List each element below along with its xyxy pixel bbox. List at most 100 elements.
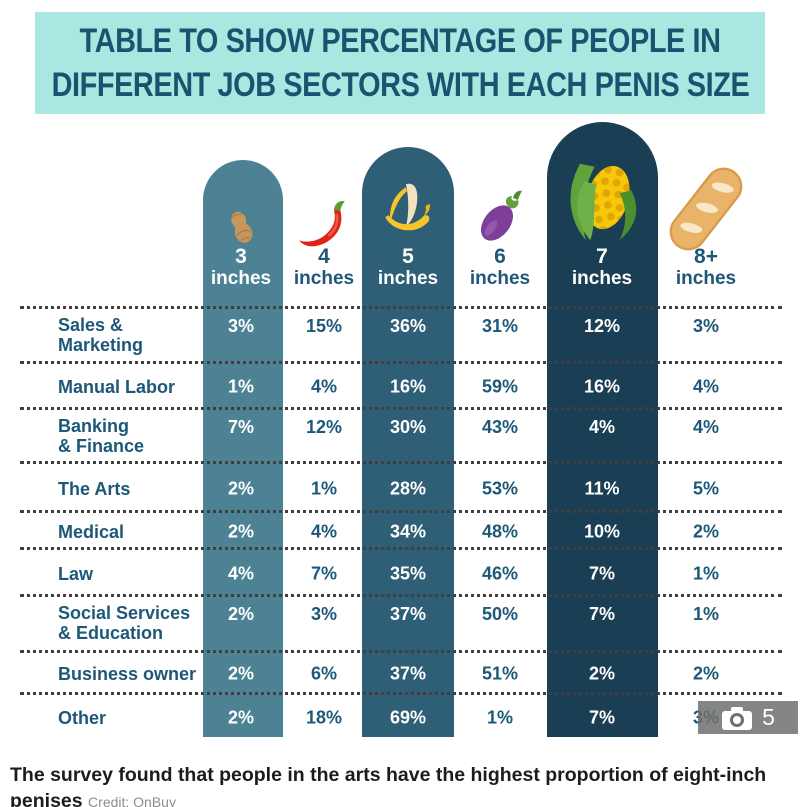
- row-label: Business owner: [58, 664, 197, 684]
- cell-value: 1%: [310, 478, 337, 498]
- cell-value: 18%: [305, 707, 343, 727]
- cell-value: 16%: [583, 376, 621, 397]
- cell-value: 3%: [227, 316, 254, 336]
- column-size: 8+: [694, 245, 718, 268]
- caption-text: The survey found that people in the arts…: [10, 763, 767, 807]
- cell-value: 2%: [692, 521, 719, 541]
- caption-credit: Credit: OnBuy: [88, 793, 176, 807]
- table-row-business-owner: Business owner 2% 6% 37% 51% 2% 2%: [20, 650, 782, 695]
- row-label: Manual Labor: [58, 377, 176, 397]
- cell-value: 36%: [389, 316, 427, 336]
- cell-value: 53%: [481, 478, 519, 498]
- column-unit: inches: [210, 268, 272, 289]
- peanut-icon: [220, 206, 262, 253]
- row-label: Sales & Marketing: [58, 315, 144, 355]
- column-band-5-inches: [362, 147, 454, 737]
- cell-value: 3%: [310, 604, 337, 624]
- cell-value: 2%: [588, 663, 615, 684]
- row-label: Social Services & Education: [58, 603, 191, 643]
- cell-value: 3%: [692, 316, 719, 336]
- column-size: 5: [402, 245, 414, 268]
- cell-value: 2%: [227, 663, 254, 684]
- cell-value: 10%: [583, 521, 621, 541]
- cell-value: 7%: [588, 563, 615, 583]
- cell-value: 34%: [389, 521, 427, 541]
- cell-value: 4%: [692, 417, 719, 437]
- cell-value: 31%: [481, 316, 519, 336]
- cell-value: 4%: [692, 376, 719, 397]
- column-header-5-inches: 5 inches: [363, 246, 453, 290]
- cell-value: 2%: [227, 478, 254, 498]
- photo-gallery-badge[interactable]: 5: [698, 701, 798, 734]
- figure-caption: The survey found that people in the arts…: [10, 762, 792, 807]
- cell-value: 4%: [310, 376, 337, 397]
- column-header-3-inches: 3 inches: [196, 246, 286, 290]
- cell-value: 2%: [692, 663, 719, 684]
- cell-value: 16%: [389, 376, 427, 397]
- cell-value: 4%: [310, 521, 337, 541]
- cell-value: 6%: [310, 663, 337, 684]
- table-row-other: Other 2% 18% 69% 1% 7% 3%: [20, 692, 782, 740]
- column-header-8plus-inches: 8+ inches: [661, 246, 751, 290]
- row-label: Banking & Finance: [58, 416, 145, 456]
- cell-value: 2%: [227, 521, 254, 541]
- table-row-medical: Medical 2% 4% 34% 48% 10% 2%: [20, 510, 782, 550]
- cell-value: 7%: [310, 563, 337, 583]
- cell-value: 35%: [389, 563, 427, 583]
- row-label: Medical: [58, 521, 125, 542]
- table-row-manual-labor: Manual Labor 1% 4% 16% 59% 16% 4%: [20, 361, 782, 410]
- cell-value: 37%: [389, 663, 427, 684]
- cell-value: 69%: [389, 707, 427, 727]
- baguette-icon: [655, 158, 757, 265]
- infographic-title-line1: TABLE TO SHOW PERCENTAGE OF PEOPLE IN: [79, 22, 721, 60]
- cell-value: 43%: [481, 417, 519, 437]
- column-unit: inches: [293, 268, 355, 289]
- cell-value: 48%: [481, 521, 519, 541]
- table-row-banking-finance: Banking & Finance 7% 12% 30% 43% 4% 4%: [20, 407, 782, 464]
- cell-value: 51%: [481, 663, 519, 684]
- table-row-law: Law 4% 7% 35% 46% 7% 1%: [20, 547, 782, 597]
- cell-value: 7%: [227, 417, 254, 437]
- cell-value: 5%: [692, 478, 719, 498]
- cell-value: 2%: [227, 707, 254, 727]
- cell-value: 1%: [227, 376, 254, 397]
- infographic-title-banner: TABLE TO SHOW PERCENTAGE OF PEOPLE IN DI…: [35, 12, 765, 114]
- infographic-title-line2: DIFFERENT JOB SECTORS WITH EACH PENIS SI…: [51, 66, 749, 104]
- row-label: Law: [58, 563, 94, 584]
- chili-pepper-icon: [295, 196, 353, 259]
- column-size: 4: [318, 245, 330, 268]
- cell-value: 1%: [692, 604, 719, 624]
- table-row-the-arts: The Arts 2% 1% 28% 53% 11% 5%: [20, 461, 782, 513]
- column-unit: inches: [571, 268, 633, 289]
- column-unit: inches: [469, 268, 531, 289]
- row-label: Other: [58, 707, 107, 728]
- cell-value: 1%: [692, 563, 719, 583]
- cell-value: 7%: [588, 604, 615, 624]
- gallery-count: 5: [762, 704, 775, 730]
- column-size: 6: [494, 245, 506, 268]
- table-row-social-services-education: Social Services & Education 2% 3% 37% 50…: [20, 594, 782, 653]
- row-label: The Arts: [58, 478, 131, 499]
- cell-value: 2%: [227, 604, 254, 624]
- column-unit: inches: [377, 268, 439, 289]
- cell-value: 50%: [481, 604, 519, 624]
- eggplant-icon: [468, 184, 532, 253]
- column-header-6-inches: 6 inches: [455, 246, 545, 290]
- cell-value: 7%: [588, 707, 615, 727]
- cell-value: 4%: [588, 417, 615, 437]
- camera-icon: [721, 706, 753, 730]
- corn-icon: [555, 152, 649, 251]
- cell-value: 37%: [389, 604, 427, 624]
- column-header-7-inches: 7 inches: [557, 246, 647, 290]
- column-header-4-inches: 4 inches: [279, 246, 369, 290]
- cell-value: 11%: [584, 478, 620, 498]
- cell-value: 15%: [305, 316, 343, 336]
- cell-value: 30%: [389, 417, 427, 437]
- cell-value: 59%: [481, 376, 519, 397]
- cell-value: 1%: [486, 707, 513, 727]
- column-band-3-inches: [203, 160, 283, 737]
- cell-value: 12%: [583, 316, 621, 336]
- column-size: 3: [235, 245, 247, 268]
- cell-value: 46%: [481, 563, 519, 583]
